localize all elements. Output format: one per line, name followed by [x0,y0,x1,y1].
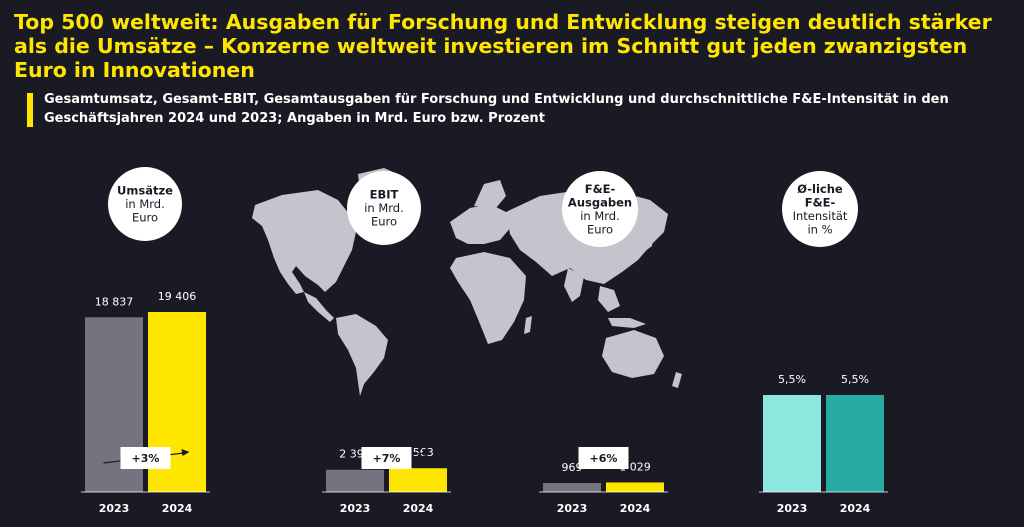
trend-arrow-head [422,449,431,456]
map-central-america [304,292,334,322]
chart-title-line: Ø-liche [797,182,843,196]
chart-title-circle [108,167,182,241]
change-badge [578,447,629,469]
x-tick-label: 2023 [557,502,588,515]
bar-2023 [763,395,821,492]
trend-arrow-head [639,449,648,456]
bar-2024 [389,468,447,492]
map-india [564,268,584,302]
map-japan [644,226,654,252]
x-tick-label: 2023 [340,502,371,515]
x-tick-label: 2023 [99,502,130,515]
x-tick-label: 2024 [162,502,193,515]
x-tick-label: 2024 [403,502,434,515]
x-tick-label: 2024 [840,502,871,515]
chart-title-line: Ausgaben [568,195,632,209]
chart-title-line: Umsätze [117,184,173,198]
chart-title-line: in Mrd. [364,201,404,215]
map-europe [450,204,512,244]
change-label: +6% [590,452,618,465]
subtitle-accent-bar [27,93,33,127]
map-south-america [336,314,388,396]
chart-title-line: Euro [132,211,158,225]
chart-title-line: in % [807,222,832,236]
map-north-america [252,190,356,294]
bar-2024 [826,395,884,492]
change-badge [361,447,412,469]
bar-2023 [326,469,384,492]
chart-title-line: in Mrd. [580,209,620,223]
chart-title-line: Intensität [793,209,848,223]
chart-title-line: EBIT [370,188,399,202]
bar-value-label: 5,5% [778,373,806,386]
change-badge [120,447,171,469]
bar-value-label: 5,5% [841,373,869,386]
chart-title-circle [347,171,421,245]
chart-title-circle [562,171,638,247]
chart-title-circle [782,171,858,247]
map-madagascar [524,316,532,334]
map-indonesia [608,318,646,328]
map-southeast-asia [598,286,620,312]
change-label: +7% [373,452,401,465]
chart-title-line: F&E- [805,195,836,209]
bar-2024 [606,482,664,492]
bar-2023 [543,483,601,492]
chart-title-line: Euro [587,222,613,236]
bar-value-label: 19 406 [158,290,197,303]
change-label: +3% [132,452,160,465]
chart-title-line: F&E- [585,182,616,196]
map-africa [450,252,526,344]
map-new-zealand [672,372,682,388]
chart-title-line: in Mrd. [125,197,165,211]
x-tick-label: 2023 [777,502,808,515]
chart-title-line: Euro [371,215,397,229]
page-title: Top 500 weltweit: Ausgaben für Forschung… [14,10,992,82]
map-scandinavia [474,180,506,208]
bar-value-label: 18 837 [95,295,134,308]
trend-arrow-head [181,449,190,456]
page-subtitle: Gesamtumsatz, Gesamt-EBIT, Gesamtausgabe… [44,92,949,126]
map-australia [602,330,664,378]
bar-value-label: 969 [562,461,583,474]
x-tick-label: 2024 [620,502,651,515]
